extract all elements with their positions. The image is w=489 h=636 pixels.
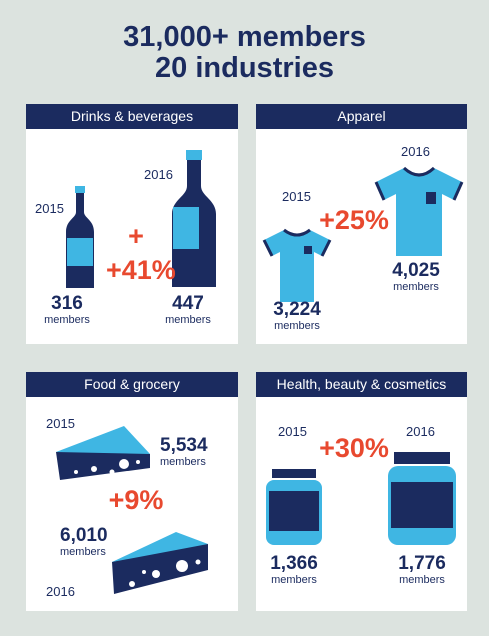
members-label: members	[160, 456, 206, 468]
members-label: members	[60, 546, 106, 558]
year-2016: 2016	[144, 167, 173, 182]
growth-percent: +30%	[319, 433, 389, 463]
growth-percent: +9%	[108, 485, 164, 515]
headline-members: 31,000+ members	[123, 21, 366, 53]
member-count-2015: 316	[51, 293, 83, 314]
year-2015: 2015	[46, 416, 75, 431]
wine-bottle-icon	[172, 150, 216, 287]
year-2015: 2015	[35, 201, 64, 216]
panel-title: Apparel	[256, 104, 467, 129]
members-label: members	[274, 320, 320, 332]
wine-bottle-icon	[66, 186, 94, 288]
member-count-2015: 1,366	[270, 553, 318, 574]
panel-drinks: Drinks & beverages 2015 2016 + +41% 316 …	[26, 104, 238, 344]
members-label: members	[44, 314, 90, 326]
panel-health: Health, beauty & cosmetics 2015 2016 +30…	[256, 372, 467, 611]
members-label: members	[165, 314, 211, 326]
members-label: members	[393, 281, 439, 293]
jar-icon	[266, 469, 322, 545]
panel-title: Health, beauty & cosmetics	[256, 372, 467, 397]
year-2016: 2016	[406, 424, 435, 439]
growth-percent: +41%	[106, 255, 176, 285]
member-count-2015: 5,534	[160, 435, 208, 456]
member-count-2016: 6,010	[60, 525, 108, 546]
panel-food: Food & grocery 2015 2016 5,534 members +…	[26, 372, 238, 611]
member-count-2016: 1,776	[398, 553, 446, 574]
year-2016: 2016	[46, 584, 75, 599]
member-count-2015: 3,224	[273, 299, 321, 320]
t-shirt-icon	[262, 228, 332, 302]
plus-sign: +	[128, 221, 144, 251]
t-shirt-icon	[374, 166, 464, 256]
panel-title: Drinks & beverages	[26, 104, 238, 129]
year-2015: 2015	[282, 189, 311, 204]
member-count-2016: 447	[172, 293, 204, 314]
members-label: members	[271, 574, 317, 586]
headline-industries: 20 industries	[155, 52, 334, 84]
panel-apparel: Apparel 2015 2016 +25% 3,224 members 4,0…	[256, 104, 467, 344]
panel-title: Food & grocery	[26, 372, 238, 397]
growth-percent: +25%	[319, 205, 389, 235]
cheese-wedge-icon	[112, 532, 208, 594]
year-2015: 2015	[278, 424, 307, 439]
jar-icon	[388, 452, 456, 545]
cheese-wedge-icon	[56, 426, 150, 480]
year-2016: 2016	[401, 144, 430, 159]
members-label: members	[399, 574, 445, 586]
member-count-2016: 4,025	[392, 260, 440, 281]
